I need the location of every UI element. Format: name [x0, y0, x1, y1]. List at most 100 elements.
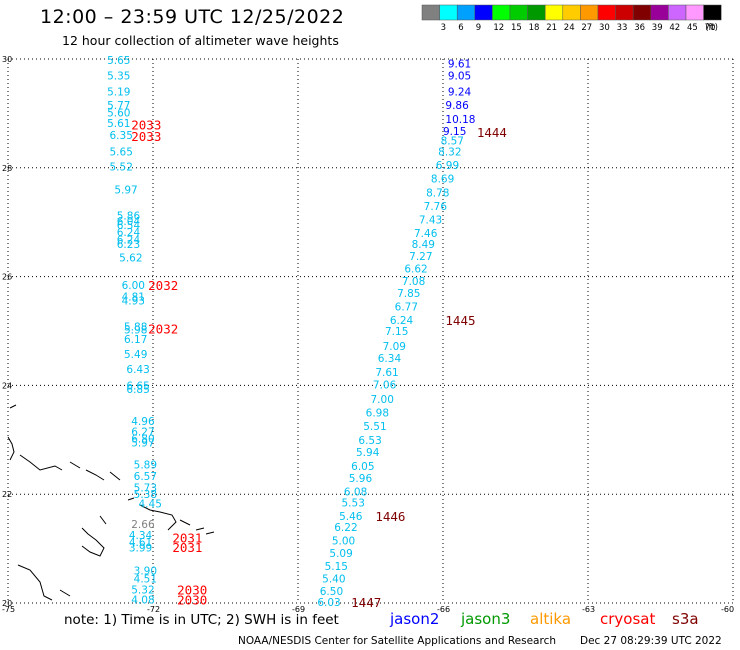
wave-height-value: 6.05 — [351, 461, 374, 473]
wave-height-value: 6.22 — [334, 522, 357, 534]
wave-height-value: 6.77 — [395, 302, 418, 314]
wave-height-value: 8.49 — [412, 239, 435, 251]
wave-height-value: 5.19 — [107, 87, 130, 99]
wave-height-value: 6.17 — [124, 334, 147, 346]
wave-height-value: 5.40 — [322, 574, 345, 586]
wave-height-value: 5.98 — [124, 324, 147, 336]
pass-time-label: 2031 — [172, 540, 202, 555]
lon-label: -60 — [721, 605, 734, 614]
wave-height-value: 6.24 — [117, 227, 141, 239]
wave-height-value: 7.00 — [371, 394, 394, 406]
wave-height-value: 6.08 — [344, 486, 367, 498]
wave-height-value: 5.65 — [107, 55, 130, 67]
legend-tick-label: 18 — [529, 23, 540, 33]
wave-height-value: 5.65 — [110, 146, 133, 158]
pass-time-label: 2033 — [131, 129, 161, 144]
legend-swatch — [474, 4, 493, 21]
legend-swatch — [703, 4, 722, 21]
pass-time-label: 1446 — [375, 509, 405, 524]
legend-unit-label: (ft) — [705, 23, 718, 33]
pass-time-label: 1445 — [445, 313, 475, 328]
wave-height-value: 5.61 — [107, 118, 130, 130]
wave-height-value: 7.76 — [424, 201, 448, 213]
wave-height-value: 7.09 — [383, 341, 406, 353]
pass-time-label: 1444 — [477, 125, 507, 140]
wave-height-value: 6.98 — [366, 408, 389, 420]
wave-height-value: 5.62 — [119, 253, 142, 265]
wave-height-value: 7.15 — [385, 326, 408, 338]
lon-label: -66 — [437, 605, 450, 614]
wave-height-value: 6.24 — [390, 315, 414, 327]
axis-labels: 30 28 26 24 22 20-75 -72 -69 -66 -63 -60 — [2, 55, 734, 614]
wave-height-value: 9.61 — [448, 58, 471, 70]
wave-height-value: 7.46 — [414, 228, 438, 240]
coastline — [7, 404, 215, 601]
wave-height-value: 6.43 — [126, 364, 149, 376]
wave-height-value: 6.65 — [126, 380, 149, 392]
wave-height-value: 6.23 — [117, 239, 140, 251]
wave-height-value: 3.90 — [134, 565, 157, 577]
wave-height-value: 5.00 — [332, 535, 355, 547]
legend-swatch — [421, 4, 440, 21]
wave-height-value: 7.85 — [397, 288, 420, 300]
legend-swatch — [456, 4, 476, 21]
pass-time-label: 2031 — [172, 531, 202, 546]
wave-height-value: 6.27 — [131, 427, 154, 439]
wave-height-value: 9.24 — [448, 87, 472, 99]
wave-height-value: 6.34 — [378, 353, 402, 365]
wave-height-value: 6.00 — [122, 280, 145, 292]
wave-height-value: 5.77 — [107, 100, 130, 112]
wave-height-value: 6.03 — [317, 597, 340, 609]
wave-height-value: 5.94 — [356, 447, 380, 459]
credit-text: NOAA/NESDIS Center for Satellite Applica… — [238, 635, 556, 647]
wave-height-value: 4.81 — [122, 292, 145, 304]
legend-tick-label: 21 — [546, 23, 557, 33]
sat-altika: altika — [530, 610, 572, 628]
wave-height-value: 4.61 — [129, 537, 152, 549]
legend-tick-label: 45 — [687, 23, 698, 33]
legend-tick-label: 6 — [458, 23, 463, 33]
wave-height-value: 5.73 — [134, 483, 157, 495]
pass-time-label: 2030 — [177, 593, 207, 608]
legend-swatch — [650, 4, 669, 21]
lon-label: -63 — [582, 605, 595, 614]
pass-time-label: 2032 — [148, 321, 178, 336]
legend-tick-label: 15 — [511, 23, 522, 33]
wave-height-value: 5.38 — [134, 489, 157, 501]
legend-tick-label: 12 — [493, 23, 504, 33]
pass-time-label: 2032 — [148, 278, 178, 293]
wave-height-value: 6.62 — [404, 263, 427, 275]
wave-height-value: 8.32 — [438, 146, 461, 158]
legend-tick-label: 9 — [476, 23, 481, 33]
legend-swatch — [632, 4, 652, 21]
wave-height-value: 5.15 — [325, 561, 348, 573]
wave-height-value: 7.08 — [402, 276, 425, 288]
legend-tick-label: 39 — [652, 23, 663, 33]
map-subtitle: 12 hour collection of altimeter wave hei… — [62, 33, 339, 48]
wave-height-value: 10.18 — [445, 114, 475, 126]
pass-time-labels: 2033203320322032203120312030203014441445… — [131, 117, 507, 610]
wave-height-value: 5.60 — [107, 107, 130, 119]
legend-swatch — [527, 4, 546, 21]
legend-tick-label: 27 — [581, 23, 592, 33]
wave-height-value: 5.53 — [342, 497, 365, 509]
legend-swatch — [685, 4, 704, 21]
wave-height-value: 4.08 — [131, 595, 154, 607]
color-legend: 3 6 9 12 15 18 21 24 27 30 33 36 39 42 45 70(ft) — [421, 4, 722, 33]
wave-height-values: 5.65 5.35 5.195.775.605.616.35 5.65 5.52 5.97… — [107, 55, 475, 609]
wave-height-value: 5.35 — [107, 70, 130, 82]
legend-tick-label: 3 — [441, 23, 446, 33]
legend-tick-label: 30 — [599, 23, 610, 33]
wave-height-value: 6.24 — [117, 235, 141, 247]
legend-tick-label: 24 — [564, 23, 575, 33]
wave-height-value: 5.86 — [117, 211, 141, 223]
wave-height-value: 9.15 — [443, 126, 466, 138]
wave-height-value: 5.32 — [131, 584, 154, 596]
wave-height-value: 5.49 — [124, 349, 147, 361]
pass-time-label: 1447 — [351, 595, 381, 610]
legend-tick-label: 33 — [617, 23, 628, 33]
wave-height-value: 4.34 — [129, 530, 153, 542]
legend-swatch — [615, 4, 634, 21]
wave-height-value: 6.57 — [134, 471, 157, 483]
pass-time-label: 2033 — [131, 117, 161, 132]
